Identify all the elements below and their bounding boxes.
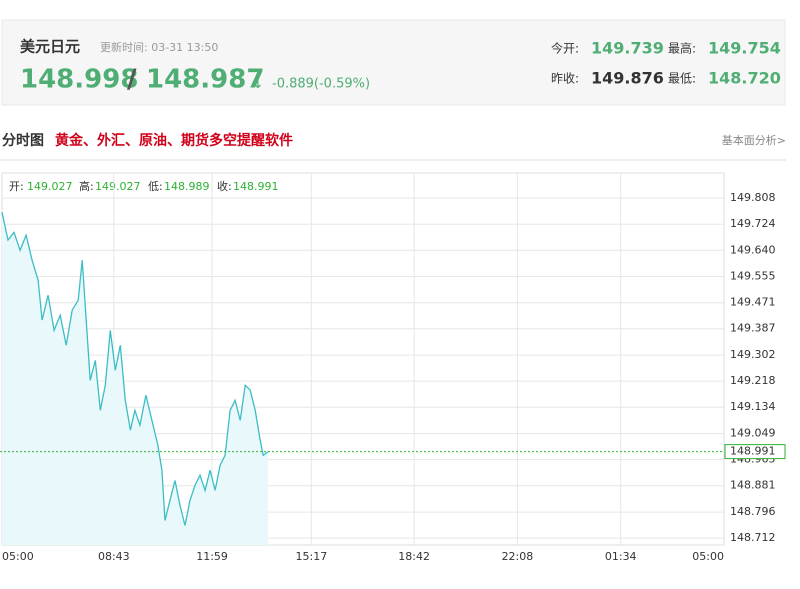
y-tick-label: 149.808 — [730, 191, 776, 204]
y-tick-label: 149.640 — [730, 243, 776, 256]
y-tick-label: 149.387 — [730, 322, 776, 335]
y-tick-label: 149.302 — [730, 348, 776, 361]
y-tick-label: 149.471 — [730, 296, 776, 309]
info-label: 收: — [217, 179, 232, 193]
stat-label: 最低: — [668, 72, 696, 86]
stat-value: 149.754 — [708, 39, 781, 58]
info-label: 低: — [148, 180, 163, 193]
tab-title[interactable]: 分时图 — [2, 132, 44, 149]
ask-price: 148.987 — [146, 65, 264, 95]
stat-value: 149.739 — [591, 39, 664, 58]
quote-panel — [1, 19, 786, 106]
price-line — [1, 211, 269, 526]
stat-value: 149.876 — [591, 69, 664, 88]
y-tick-label: 149.724 — [730, 217, 776, 230]
change: -0.889(-0.59%) — [272, 77, 370, 92]
stat-label: 昨收: — [551, 72, 579, 86]
stat-label: 今开: — [551, 41, 579, 56]
x-tick-label: 22:08 — [502, 550, 534, 563]
y-tick-label: 149.555 — [730, 270, 776, 283]
stat-label: 最高: — [668, 41, 696, 56]
stat-value: 148.720 — [708, 69, 781, 88]
bid-price: 148.998 — [20, 65, 138, 95]
y-tick-label: 148.712 — [730, 531, 776, 544]
info-value: 149.027 — [27, 180, 73, 193]
info-value: 149.027 — [95, 180, 141, 193]
separator: / — [127, 65, 137, 95]
update-time: 更新时间: 03-31 13:50 — [100, 40, 218, 54]
fundamental-link[interactable]: 基本面分析> — [722, 133, 786, 147]
info-value: 148.989 — [164, 180, 210, 193]
y-tick-label: 149.218 — [730, 374, 776, 387]
y-tick-label: 148.881 — [730, 479, 776, 492]
info-label: 开: — [9, 180, 24, 193]
x-tick-label: 08:43 — [98, 550, 130, 563]
x-tick-label: 15:17 — [296, 550, 328, 563]
promo-link[interactable]: 黄金、外汇、原油、期货多空提醒软件 — [55, 132, 293, 149]
x-tick-label: 05:00 — [692, 550, 724, 563]
x-tick-label: 05:00 — [2, 550, 34, 563]
last-price-box — [724, 444, 786, 460]
y-tick-label: 149.049 — [730, 427, 776, 440]
x-tick-label: 18:42 — [398, 550, 430, 563]
y-tick-label: 149.134 — [730, 400, 776, 413]
pair-name: 美元日元 — [20, 38, 80, 56]
last-price-label: 148.991 — [730, 445, 776, 458]
x-tick-label: 01:34 — [605, 550, 637, 563]
info-value: 148.991 — [233, 180, 279, 193]
y-tick-label: 148.796 — [730, 505, 776, 518]
arrow: ↓ — [252, 76, 264, 92]
x-tick-label: 11:59 — [196, 550, 228, 563]
info-label: 高: — [79, 179, 94, 193]
area — [2, 212, 269, 545]
